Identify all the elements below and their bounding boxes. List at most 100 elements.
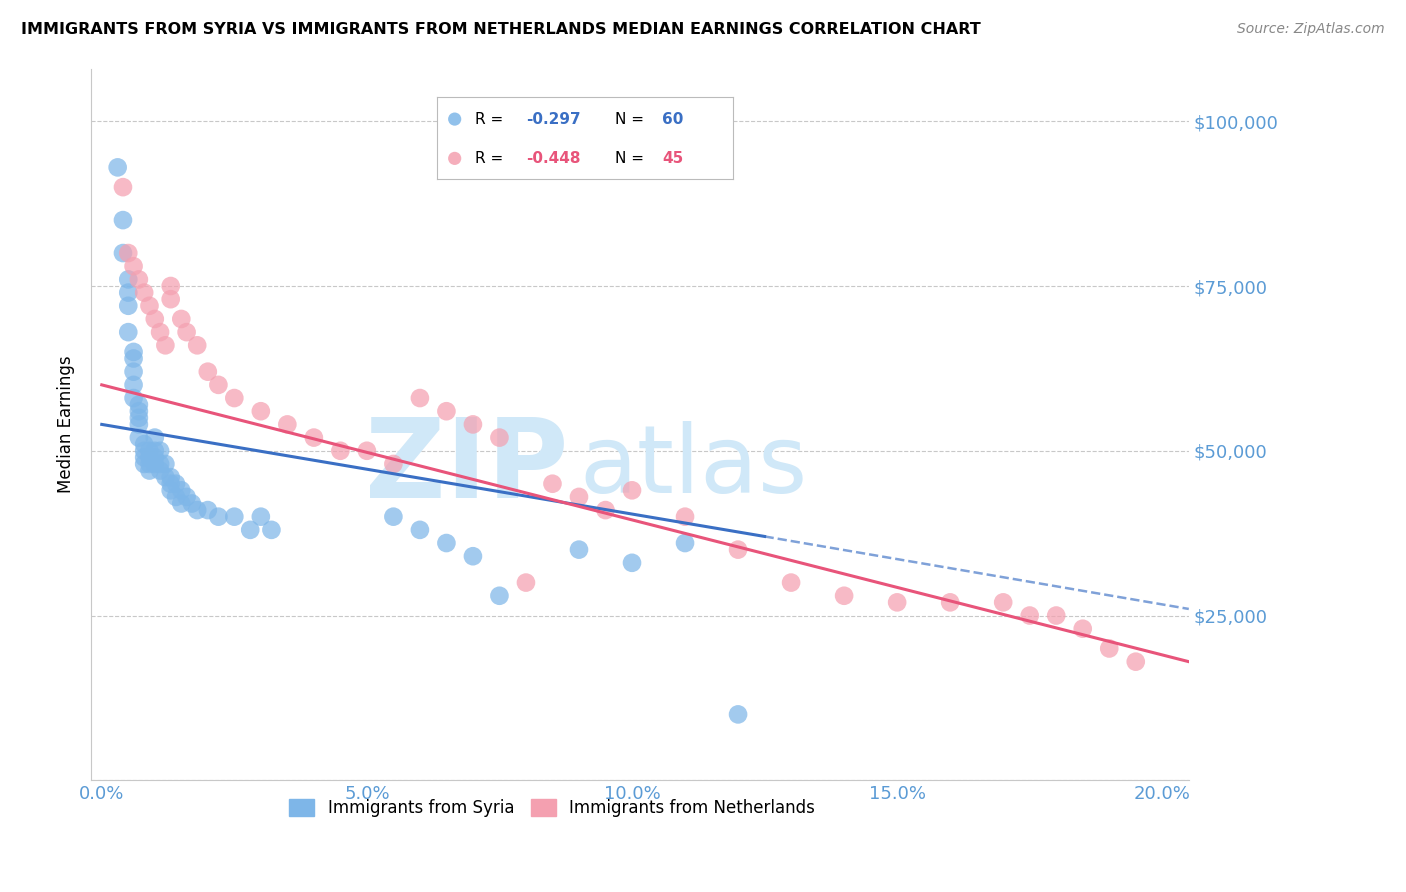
Point: [224, 509, 246, 524]
Point: [832, 589, 855, 603]
Point: [128, 404, 150, 418]
Point: [224, 391, 246, 405]
Point: [128, 410, 150, 425]
Text: atlas: atlas: [579, 421, 808, 513]
Point: [436, 536, 458, 550]
Point: [409, 523, 432, 537]
Point: [488, 431, 510, 445]
Point: [276, 417, 298, 432]
Point: [138, 464, 160, 478]
Point: [122, 345, 145, 359]
Point: [621, 556, 644, 570]
Point: [117, 299, 139, 313]
Point: [159, 470, 181, 484]
Point: [128, 417, 150, 432]
Point: [149, 325, 172, 339]
Point: [170, 312, 193, 326]
Point: [111, 180, 134, 194]
Point: [568, 542, 591, 557]
Point: [138, 443, 160, 458]
Legend: Immigrants from Syria, Immigrants from Netherlands: Immigrants from Syria, Immigrants from N…: [281, 790, 824, 825]
Point: [122, 365, 145, 379]
Point: [186, 503, 208, 517]
Point: [143, 450, 166, 465]
Point: [159, 483, 181, 498]
Point: [117, 272, 139, 286]
Point: [382, 457, 405, 471]
Point: [122, 351, 145, 366]
Point: [111, 213, 134, 227]
Point: [134, 437, 156, 451]
Point: [186, 338, 208, 352]
Point: [138, 299, 160, 313]
Point: [1098, 641, 1121, 656]
Point: [207, 377, 229, 392]
Point: [134, 285, 156, 300]
Point: [176, 325, 198, 339]
Point: [207, 509, 229, 524]
Point: [515, 575, 537, 590]
Point: [117, 325, 139, 339]
Point: [165, 490, 187, 504]
Point: [107, 161, 129, 175]
Point: [260, 523, 283, 537]
Point: [143, 312, 166, 326]
Point: [250, 509, 273, 524]
Point: [302, 431, 325, 445]
Point: [143, 443, 166, 458]
Point: [382, 509, 405, 524]
Text: Source: ZipAtlas.com: Source: ZipAtlas.com: [1237, 22, 1385, 37]
Point: [886, 595, 908, 609]
Point: [1071, 622, 1094, 636]
Point: [134, 450, 156, 465]
Point: [176, 490, 198, 504]
Point: [128, 272, 150, 286]
Point: [461, 549, 484, 564]
Point: [993, 595, 1015, 609]
Point: [143, 457, 166, 471]
Point: [461, 417, 484, 432]
Point: [673, 536, 696, 550]
Point: [159, 292, 181, 306]
Point: [727, 542, 749, 557]
Point: [149, 443, 172, 458]
Point: [180, 496, 202, 510]
Point: [143, 431, 166, 445]
Point: [155, 457, 177, 471]
Point: [568, 490, 591, 504]
Point: [1125, 655, 1147, 669]
Point: [239, 523, 262, 537]
Point: [128, 398, 150, 412]
Point: [329, 443, 352, 458]
Point: [155, 470, 177, 484]
Point: [117, 246, 139, 260]
Point: [197, 365, 219, 379]
Point: [159, 279, 181, 293]
Point: [165, 476, 187, 491]
Point: [356, 443, 378, 458]
Point: [138, 450, 160, 465]
Point: [149, 464, 172, 478]
Point: [673, 509, 696, 524]
Point: [595, 503, 617, 517]
Point: [250, 404, 273, 418]
Point: [488, 589, 510, 603]
Point: [727, 707, 749, 722]
Point: [1018, 608, 1040, 623]
Point: [117, 285, 139, 300]
Point: [939, 595, 962, 609]
Point: [170, 496, 193, 510]
Point: [197, 503, 219, 517]
Point: [541, 476, 564, 491]
Point: [155, 338, 177, 352]
Point: [134, 443, 156, 458]
Point: [159, 476, 181, 491]
Point: [128, 431, 150, 445]
Point: [149, 457, 172, 471]
Point: [780, 575, 803, 590]
Point: [436, 404, 458, 418]
Point: [621, 483, 644, 498]
Text: ZIP: ZIP: [366, 414, 568, 521]
Y-axis label: Median Earnings: Median Earnings: [58, 356, 75, 493]
Point: [138, 457, 160, 471]
